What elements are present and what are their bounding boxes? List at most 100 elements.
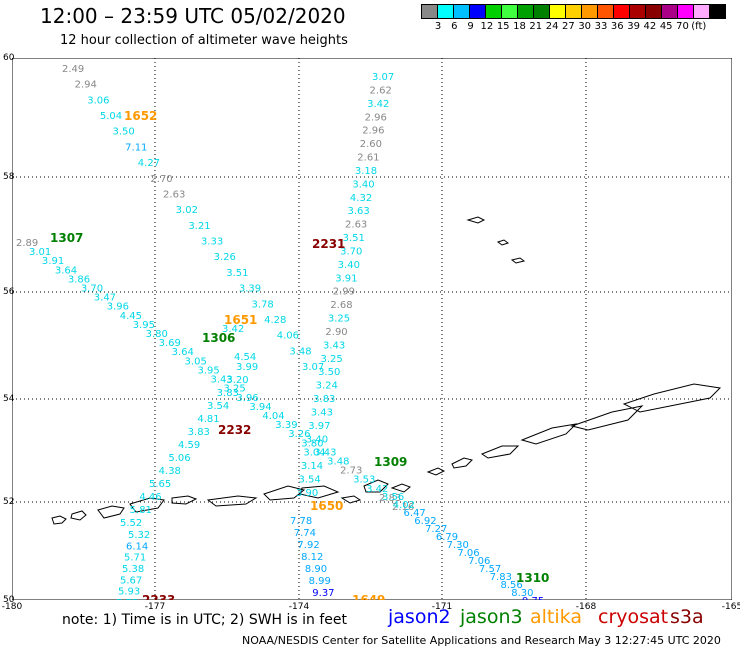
wave-height-label: 7.06 [457, 548, 479, 559]
wave-height-label: 3.04 [303, 448, 325, 459]
wave-height-label: 4.46 [139, 492, 161, 503]
coastline-segment [451, 457, 473, 469]
latitude-label: 54 [3, 394, 15, 404]
wave-height-label: 7.06 [468, 556, 490, 567]
wave-height-label: 3.69 [159, 338, 181, 349]
pass-time-label: 1652 [124, 109, 157, 123]
longitude-label: -177 [144, 602, 166, 612]
wave-height-label: 3.83 [188, 427, 210, 438]
wave-height-label: 2.83 [379, 493, 401, 504]
legend-tick-label: 36 [610, 21, 624, 32]
wave-height-label: 5.32 [128, 530, 150, 541]
legend-swatch [485, 4, 502, 19]
wave-height-label: 7.78 [290, 516, 312, 527]
pass-time-label: 2231 [312, 237, 345, 251]
graticule [12, 58, 732, 600]
wave-height-label: 6.79 [436, 532, 458, 543]
longitude-label: -168 [575, 602, 597, 612]
map-plot: 2.49 2.94 3.06 5.04 3.50 7.11 4.27 2.70 2.63 3.02… [12, 58, 732, 600]
wave-height-label: 3.64 [172, 347, 194, 358]
pass-time-label: 1306 [202, 331, 235, 345]
footer-timestamp: May 3 12:27:45 UTC 2020 [578, 634, 721, 647]
legend-swatch [517, 4, 534, 19]
coastline-segment [510, 257, 526, 264]
units-note: note: 1) Time is in UTC; 2) SWH is in fe… [62, 612, 348, 628]
legend-tick-label: 3 [434, 21, 442, 32]
legend-tick-label: 21 [529, 21, 543, 32]
wave-height-label: 4.06 [277, 331, 299, 342]
coastline-segment [426, 467, 446, 476]
wave-height-label: 4.28 [264, 315, 286, 326]
legend-swatch [693, 4, 710, 19]
wave-height-label: 2.96 [365, 112, 387, 123]
wave-height-label: 3.54 [298, 475, 320, 486]
coastline-segment [51, 515, 67, 525]
legend-tick-label: 24 [545, 21, 559, 32]
wave-height-label: 3.25 [321, 354, 343, 365]
wave-height-label: 5.93 [118, 587, 140, 598]
pass-time-label: 1651 [224, 313, 257, 327]
wave-height-label: 7.27 [425, 524, 447, 535]
legend-swatch [597, 4, 614, 19]
wave-height-label: 2.62 [370, 85, 392, 96]
wave-height-label: 3.42 [367, 99, 389, 110]
legend-swatch [613, 4, 630, 19]
wave-height-label: 3.07 [302, 362, 324, 373]
wave-height-label: 3.83 [313, 394, 335, 405]
wave-height-label: 4.45 [120, 311, 142, 322]
mission-name: jason2 [388, 606, 451, 628]
wave-height-label: 3.80 [146, 329, 168, 340]
wave-height-label: 3.96 [236, 393, 258, 404]
wave-height-label: 4.59 [178, 440, 200, 451]
wave-height-label: 3.42 [222, 324, 244, 335]
coastline [51, 216, 722, 525]
wave-height-label: 9.37 [312, 588, 334, 599]
wave-height-label: 3.20 [226, 375, 248, 386]
map-subtitle: 12 hour collection of altimeter wave hei… [60, 33, 348, 48]
legend-tick-label: 9 [467, 21, 474, 32]
wave-height-label: 3.91 [42, 256, 64, 267]
wave-height-label: 3.33 [201, 237, 223, 248]
wave-height-label: 8.56 [500, 580, 522, 591]
wave-height-label: 3.94 [249, 402, 271, 413]
coastline-segment [622, 383, 722, 413]
wave-height-label: 3.51 [226, 268, 248, 279]
wave-height-label: 2.61 [357, 153, 379, 164]
wave-height-label: 5.52 [120, 518, 142, 529]
wave-height-label: 7.57 [479, 564, 501, 575]
wave-height-label: 3.26 [288, 429, 310, 440]
wave-height-label: 5.75 [116, 598, 138, 600]
wave-height-label: 3.48 [289, 346, 311, 357]
wave-height-label: 3.97 [308, 421, 330, 432]
pass-time-label: 1650 [310, 499, 343, 513]
wave-height-label: 4.38 [159, 466, 181, 477]
legend-swatch [453, 4, 470, 19]
wave-height-label: 3.40 [352, 179, 374, 190]
legend-swatch [469, 4, 486, 19]
wave-height-label: 3.25 [223, 384, 245, 395]
legend-tick-label: 39 [627, 21, 640, 32]
legend-swatch [661, 4, 678, 19]
legend-tick-label: 18 [513, 21, 526, 32]
coastline-segment [97, 505, 125, 519]
wave-height-label: 3.48 [327, 456, 349, 467]
legend-tick-label: 33 [594, 21, 608, 32]
wave-height-label: 7.30 [447, 540, 469, 551]
wave-height-label: 5.04 [100, 111, 122, 122]
wave-height-label: 2.96 [362, 126, 384, 137]
mission-name: jason3 [460, 606, 523, 628]
legend-tick-label: 70 [676, 21, 689, 32]
legend-tick-label: (ft) [691, 21, 707, 32]
legend-tick-label: 42 [643, 21, 657, 32]
wave-height-label: 8.90 [305, 564, 327, 575]
mission-name: cryosat [598, 606, 669, 628]
coastline-segment [171, 495, 198, 505]
altimeter-tracks: 2.49 2.94 3.06 5.04 3.50 7.11 4.27 2.70 2.63 3.02… [16, 64, 549, 600]
wave-height-label: 7.11 [125, 142, 147, 153]
wave-height-label: 3.95 [133, 320, 155, 331]
pass-time-label: 1309 [374, 455, 407, 469]
coastline-segment [496, 239, 510, 246]
wave-height-label: 3.43 [314, 447, 336, 458]
pass-time-label: 2233 [142, 593, 175, 600]
wave-height-label: 2.68 [330, 300, 352, 311]
